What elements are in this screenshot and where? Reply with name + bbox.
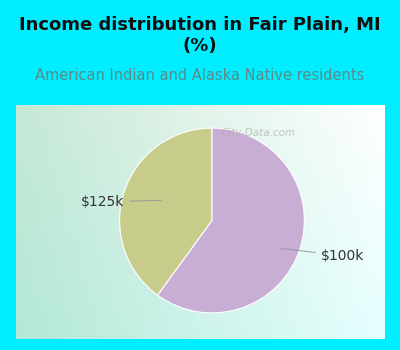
Text: City-Data.com: City-Data.com [221,128,295,138]
Wedge shape [120,128,212,295]
Text: $100k: $100k [281,248,364,262]
Text: Income distribution in Fair Plain, MI
(%): Income distribution in Fair Plain, MI (%… [19,16,381,55]
Wedge shape [158,128,304,313]
Text: American Indian and Alaska Native residents: American Indian and Alaska Native reside… [35,68,365,83]
Text: $125k: $125k [81,195,161,209]
